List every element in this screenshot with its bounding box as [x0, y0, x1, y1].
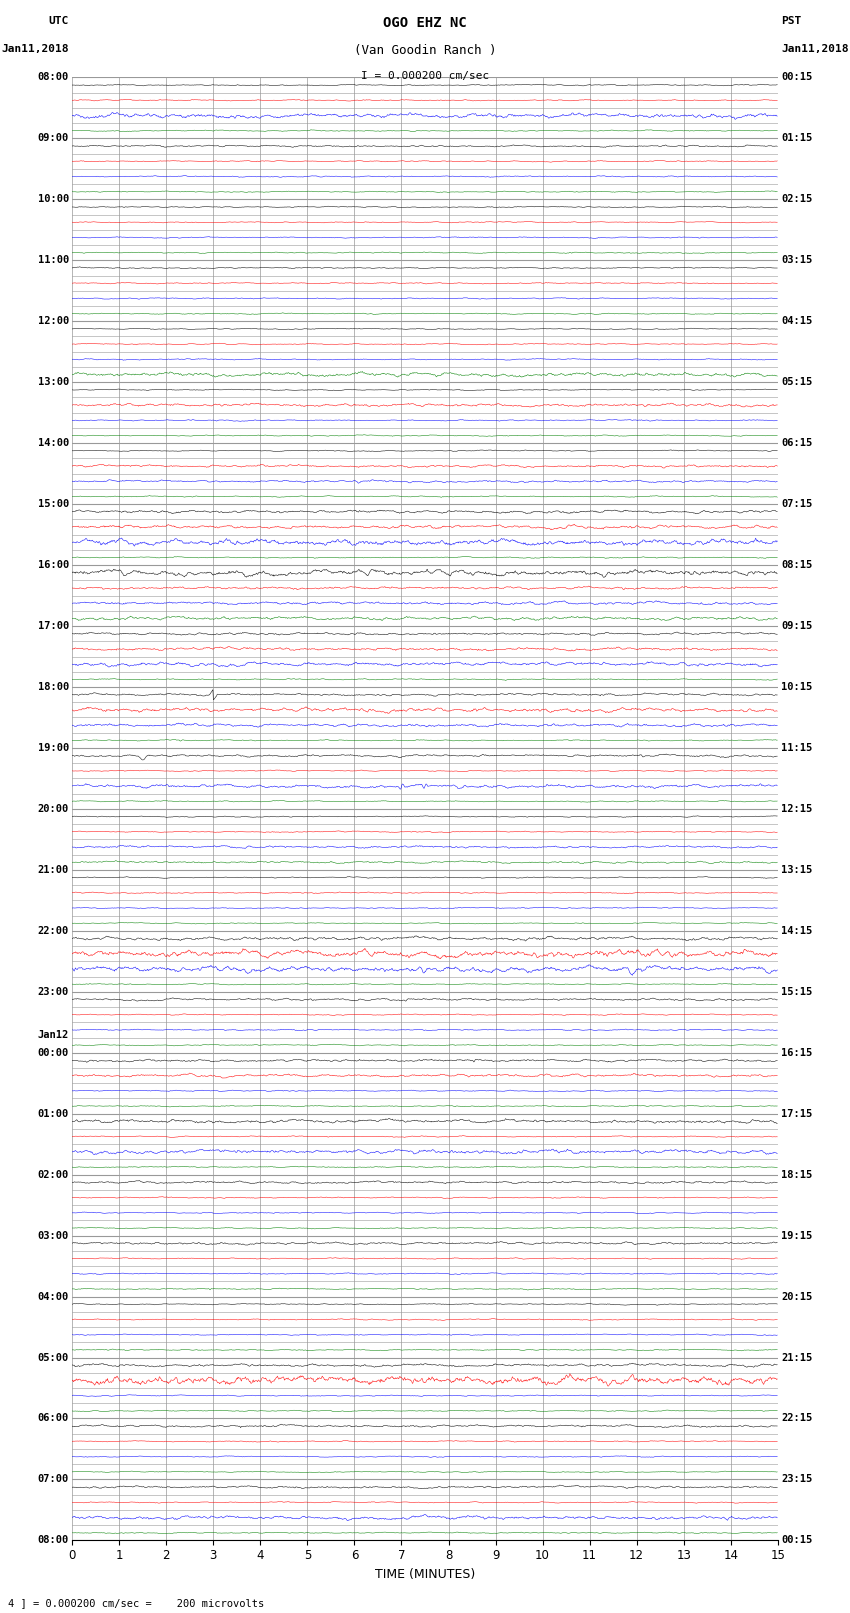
- Text: (Van Goodin Ranch ): (Van Goodin Ranch ): [354, 44, 496, 56]
- Text: 08:00: 08:00: [37, 73, 69, 82]
- Text: Jan12: Jan12: [37, 1029, 69, 1040]
- Text: 12:15: 12:15: [781, 803, 813, 815]
- Text: Jan11,2018: Jan11,2018: [2, 44, 69, 53]
- Text: 19:00: 19:00: [37, 744, 69, 753]
- Text: 20:15: 20:15: [781, 1292, 813, 1302]
- Text: 12:00: 12:00: [37, 316, 69, 326]
- Text: 15:00: 15:00: [37, 498, 69, 510]
- Text: 19:15: 19:15: [781, 1231, 813, 1240]
- Text: 06:00: 06:00: [37, 1413, 69, 1424]
- Text: 17:15: 17:15: [781, 1108, 813, 1119]
- Text: 07:15: 07:15: [781, 498, 813, 510]
- Text: 11:15: 11:15: [781, 744, 813, 753]
- Text: 15:15: 15:15: [781, 987, 813, 997]
- Text: 22:15: 22:15: [781, 1413, 813, 1424]
- Text: 03:00: 03:00: [37, 1231, 69, 1240]
- Text: 07:00: 07:00: [37, 1474, 69, 1484]
- Text: 23:00: 23:00: [37, 987, 69, 997]
- Text: 00:15: 00:15: [781, 73, 813, 82]
- Text: 04:00: 04:00: [37, 1292, 69, 1302]
- Text: 16:15: 16:15: [781, 1048, 813, 1058]
- Text: 16:00: 16:00: [37, 560, 69, 569]
- Text: 02:00: 02:00: [37, 1169, 69, 1179]
- Text: 08:00: 08:00: [37, 1536, 69, 1545]
- Text: 05:00: 05:00: [37, 1353, 69, 1363]
- Text: 01:15: 01:15: [781, 134, 813, 144]
- Text: 06:15: 06:15: [781, 439, 813, 448]
- Text: 00:00: 00:00: [37, 1048, 69, 1058]
- Text: 09:00: 09:00: [37, 134, 69, 144]
- Text: UTC: UTC: [48, 16, 69, 26]
- Text: 18:00: 18:00: [37, 682, 69, 692]
- Text: 10:00: 10:00: [37, 194, 69, 205]
- Text: 11:00: 11:00: [37, 255, 69, 265]
- Text: 14:15: 14:15: [781, 926, 813, 936]
- Text: 05:15: 05:15: [781, 377, 813, 387]
- Text: 20:00: 20:00: [37, 803, 69, 815]
- Text: 13:00: 13:00: [37, 377, 69, 387]
- Text: PST: PST: [781, 16, 802, 26]
- Text: Jan11,2018: Jan11,2018: [781, 44, 848, 53]
- X-axis label: TIME (MINUTES): TIME (MINUTES): [375, 1568, 475, 1581]
- Text: 03:15: 03:15: [781, 255, 813, 265]
- Text: 02:15: 02:15: [781, 194, 813, 205]
- Text: 23:15: 23:15: [781, 1474, 813, 1484]
- Text: 17:00: 17:00: [37, 621, 69, 631]
- Text: 10:15: 10:15: [781, 682, 813, 692]
- Text: 00:15: 00:15: [781, 1536, 813, 1545]
- Text: 18:15: 18:15: [781, 1169, 813, 1179]
- Text: 21:00: 21:00: [37, 865, 69, 874]
- Text: 14:00: 14:00: [37, 439, 69, 448]
- Text: 08:15: 08:15: [781, 560, 813, 569]
- Text: 01:00: 01:00: [37, 1108, 69, 1119]
- Text: I = 0.000200 cm/sec: I = 0.000200 cm/sec: [361, 71, 489, 81]
- Text: 21:15: 21:15: [781, 1353, 813, 1363]
- Text: 13:15: 13:15: [781, 865, 813, 874]
- Text: 4 ] = 0.000200 cm/sec =    200 microvolts: 4 ] = 0.000200 cm/sec = 200 microvolts: [8, 1598, 264, 1608]
- Text: OGO EHZ NC: OGO EHZ NC: [383, 16, 467, 31]
- Text: 04:15: 04:15: [781, 316, 813, 326]
- Text: 22:00: 22:00: [37, 926, 69, 936]
- Text: 09:15: 09:15: [781, 621, 813, 631]
